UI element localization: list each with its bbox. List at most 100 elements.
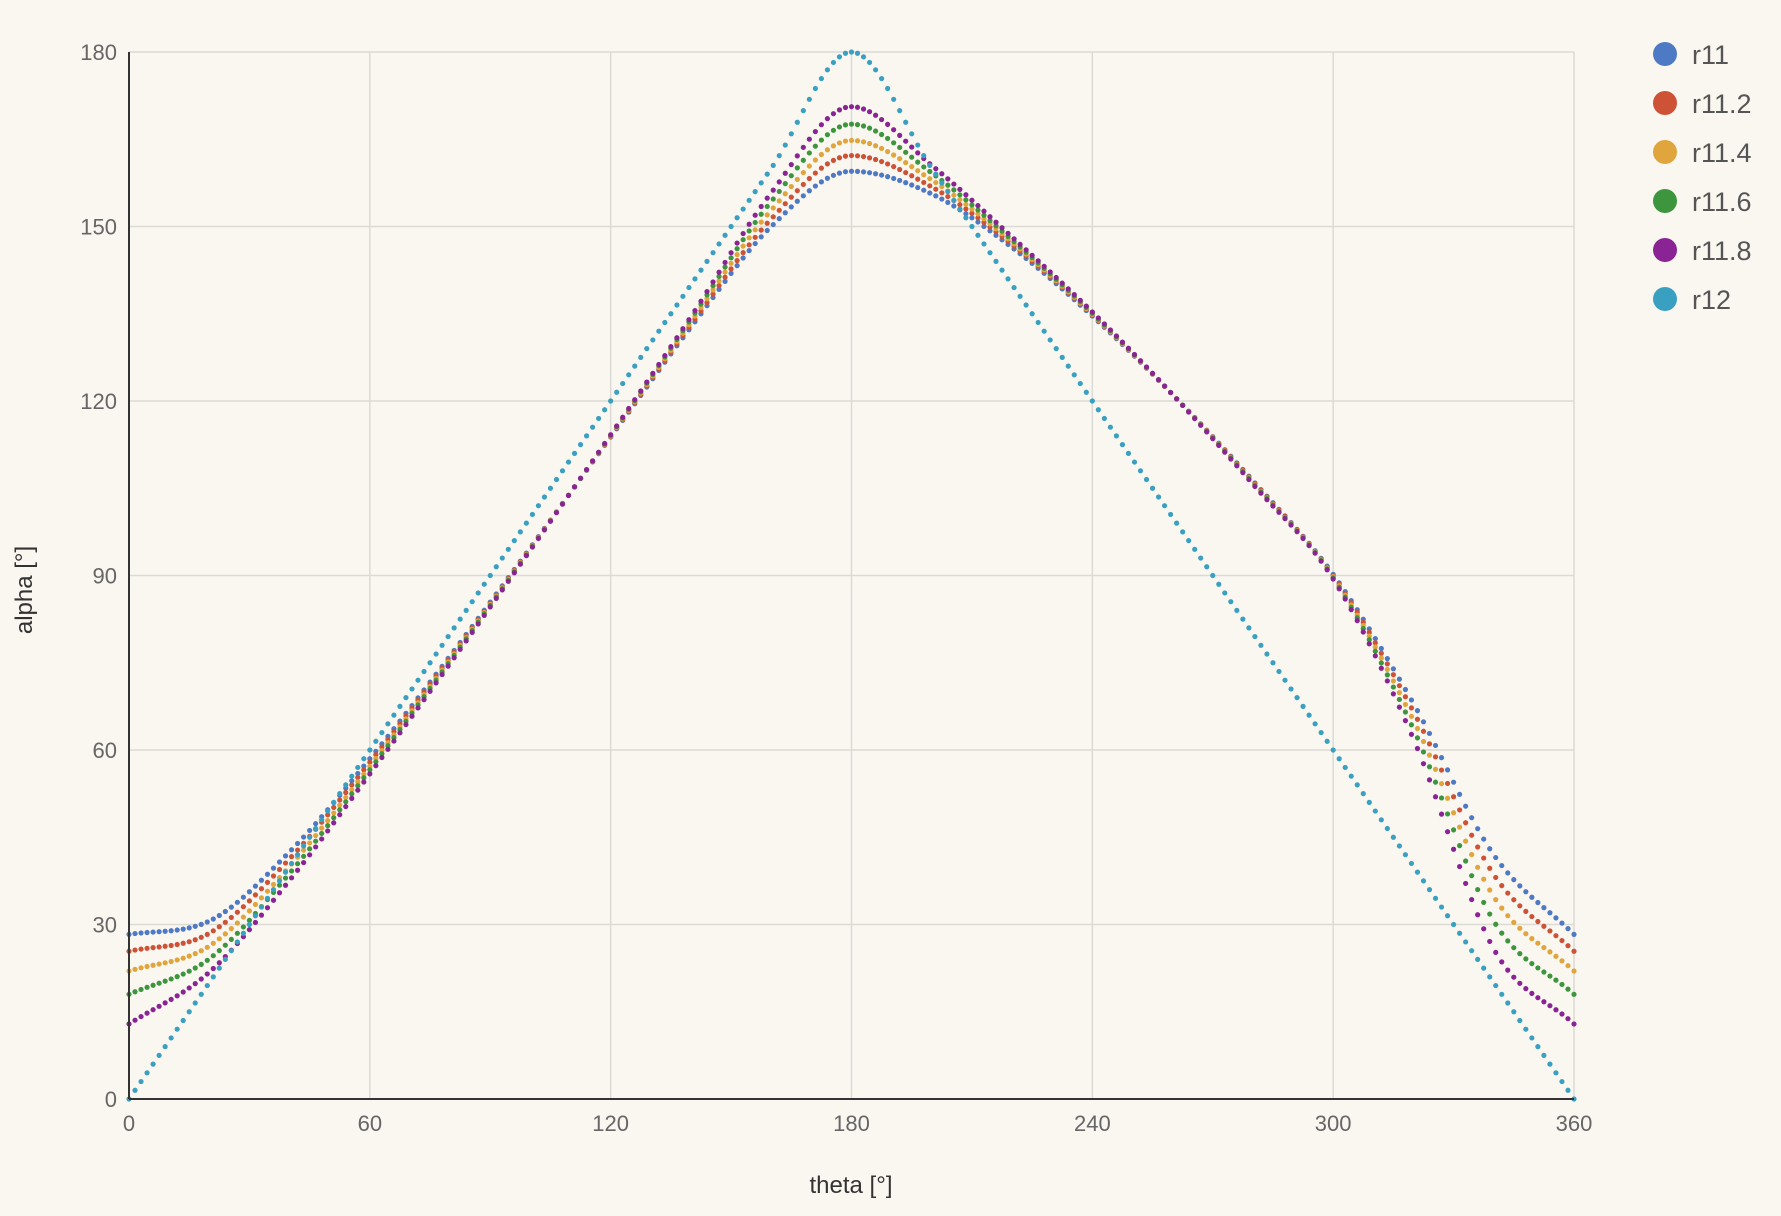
data-point: [1553, 977, 1559, 983]
data-point: [776, 153, 782, 159]
data-point: [1475, 844, 1481, 850]
data-point: [457, 616, 463, 622]
data-point: [836, 155, 843, 161]
data-point: [1444, 913, 1451, 919]
data-point: [493, 595, 499, 601]
data-point: [1481, 965, 1487, 971]
data-point: [752, 227, 758, 233]
data-point: [903, 138, 909, 144]
data-point: [812, 170, 818, 176]
data-point: [758, 203, 764, 210]
data-point: [644, 346, 650, 352]
data-point: [1384, 666, 1390, 673]
data-point: [872, 67, 879, 73]
data-point: [909, 164, 915, 170]
data-point: [1523, 986, 1529, 992]
data-point: [180, 926, 186, 932]
data-point: [897, 144, 903, 151]
data-point: [1029, 252, 1035, 258]
data-point: [216, 912, 222, 919]
data-point: [728, 260, 734, 266]
data-point: [1258, 490, 1264, 496]
data-point: [361, 756, 367, 762]
data-point: [860, 153, 867, 160]
data-point: [860, 123, 867, 129]
data-point: [1366, 637, 1372, 643]
data-point: [885, 161, 891, 167]
data-point: [307, 834, 313, 840]
data-point: [842, 153, 849, 159]
data-point: [445, 663, 451, 669]
data-point: [776, 207, 782, 213]
data-point: [740, 206, 746, 212]
data-point: [198, 934, 204, 940]
data-point: [385, 746, 391, 752]
data-point: [294, 847, 301, 853]
data-point: [168, 976, 174, 982]
data-point: [294, 840, 301, 847]
data-point: [866, 125, 873, 131]
data-point: [1378, 655, 1384, 661]
data-point: [1390, 666, 1396, 672]
data-point: [1535, 965, 1541, 971]
data-point: [1396, 683, 1402, 689]
data-point: [264, 871, 271, 877]
data-point: [1372, 808, 1378, 814]
y-tick-label: 90: [93, 564, 117, 589]
data-point: [1481, 855, 1487, 861]
data-point: [198, 991, 204, 997]
data-point: [1137, 358, 1144, 364]
data-point: [915, 184, 921, 191]
data-point: [933, 186, 939, 192]
data-point: [1481, 836, 1487, 842]
data-point: [800, 144, 806, 150]
data-point: [854, 50, 861, 56]
data-point: [921, 172, 927, 178]
data-point: [939, 190, 945, 196]
data-point: [1306, 712, 1312, 718]
data-point: [1330, 576, 1336, 582]
data-point: [1360, 629, 1366, 635]
data-point: [620, 414, 626, 420]
data-point: [1396, 843, 1402, 849]
data-point: [722, 274, 728, 280]
data-point: [1438, 795, 1445, 801]
data-point: [758, 219, 764, 225]
data-point: [951, 187, 957, 193]
data-point: [168, 958, 174, 965]
data-point: [915, 142, 921, 148]
data-point: [1059, 280, 1065, 286]
data-point: [1565, 943, 1571, 949]
data-point: [704, 289, 710, 295]
data-point: [842, 122, 849, 128]
data-point: [854, 168, 861, 175]
data-point: [1372, 635, 1378, 642]
data-point: [1348, 773, 1354, 779]
data-point: [1420, 761, 1427, 767]
data-point: [162, 1044, 168, 1050]
data-point: [866, 155, 873, 161]
data-point: [722, 278, 728, 284]
data-point: [662, 319, 668, 326]
data-point: [1408, 697, 1415, 703]
data-point: [180, 1017, 186, 1024]
data-point: [427, 688, 433, 694]
data-point: [734, 240, 740, 246]
data-point: [872, 156, 879, 163]
data-point: [1529, 1035, 1535, 1041]
data-point: [1137, 468, 1144, 474]
data-point: [620, 380, 626, 387]
data-point: [1300, 703, 1306, 709]
data-point: [373, 738, 379, 744]
data-point: [1426, 887, 1433, 893]
data-point: [866, 109, 873, 115]
data-point: [879, 158, 885, 165]
data-point: [1541, 923, 1547, 929]
data-point: [662, 352, 668, 359]
data-point: [313, 832, 319, 839]
data-point: [957, 206, 963, 212]
data-point: [1059, 354, 1065, 360]
data-point: [1083, 303, 1089, 309]
data-point: [734, 258, 740, 264]
data-point: [1053, 346, 1059, 352]
